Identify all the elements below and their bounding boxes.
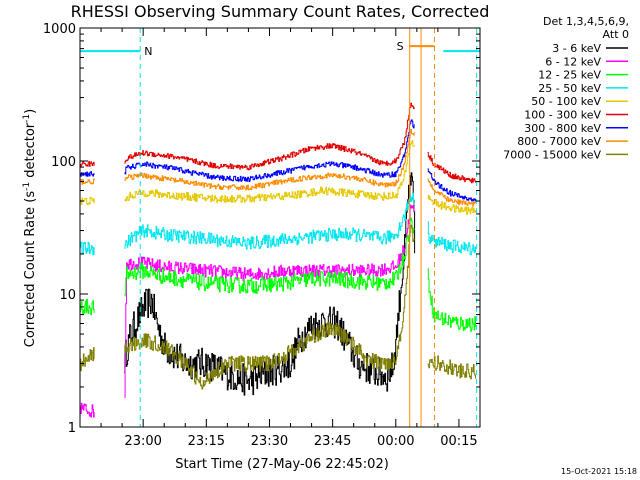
y-axis-label-part2: detector bbox=[23, 122, 38, 182]
marker-lines bbox=[139, 28, 478, 427]
y-axis-label-exp1: -1 bbox=[22, 182, 32, 191]
x-tick-label-2: 23:30 bbox=[251, 434, 288, 449]
plot-timestamp: 15-Oct-2021 15:18 bbox=[561, 467, 637, 476]
series-layer bbox=[80, 102, 476, 418]
series-line-2 bbox=[80, 217, 476, 332]
x-tick-label-4: 00:00 bbox=[377, 434, 414, 449]
legend-label-3: 25 - 50 keV bbox=[538, 82, 601, 95]
y-axis-label: Corrected Count Rate (s-1 detector-1) bbox=[22, 109, 38, 347]
legend-label-6: 300 - 800 keV bbox=[524, 122, 601, 135]
series-line-3 bbox=[80, 192, 476, 256]
legend-label-0: 3 - 6 keV bbox=[552, 42, 601, 55]
y-tick-label-2: 100 bbox=[51, 155, 76, 170]
flag-label-n: N bbox=[144, 45, 152, 58]
legend-label-4: 50 - 100 keV bbox=[531, 95, 601, 108]
x-tick-label-0: 23:00 bbox=[124, 434, 161, 449]
flag-label-s: S bbox=[397, 40, 404, 53]
y-axis-label-part3: ) bbox=[23, 109, 38, 114]
series-line-7 bbox=[80, 129, 476, 207]
y-axis-label-exp2: -1 bbox=[22, 114, 32, 123]
plot-frame bbox=[79, 27, 481, 428]
x-tick-label-1: 23:15 bbox=[188, 434, 225, 449]
chart-title: RHESSI Observing Summary Count Rates, Co… bbox=[71, 2, 490, 21]
axes-layer: 1 10 100 1000 23:00 23:15 23:30 23:45 00:00 00:15 bbox=[43, 22, 481, 449]
y-axis-label-part1: Corrected Count Rate (s bbox=[23, 191, 38, 348]
series-line-8 bbox=[80, 224, 476, 390]
legend-label-7: 800 - 7000 keV bbox=[517, 135, 601, 148]
y-tick-label-1: 10 bbox=[59, 288, 76, 303]
x-axis-label: Start Time (27-May-06 22:45:02) bbox=[175, 457, 389, 472]
x-tick-label-3: 23:45 bbox=[314, 434, 351, 449]
legend-label-1: 6 - 12 keV bbox=[545, 55, 601, 68]
y-tick-label-0: 1 bbox=[68, 421, 76, 436]
x-tick-label-5: 00:15 bbox=[440, 434, 477, 449]
series-line-5 bbox=[80, 102, 476, 184]
legend-label-5: 100 - 300 keV bbox=[524, 109, 601, 122]
series-line-4 bbox=[80, 140, 476, 215]
legend-attenuator: Att 0 bbox=[603, 28, 629, 41]
y-tick-label-3: 1000 bbox=[43, 22, 76, 37]
legend-detectors: Det 1,3,4,5,6,9, bbox=[543, 15, 629, 28]
legend-label-2: 12 - 25 keV bbox=[538, 69, 601, 82]
legend-label-8: 7000 - 15000 keV bbox=[503, 148, 601, 161]
